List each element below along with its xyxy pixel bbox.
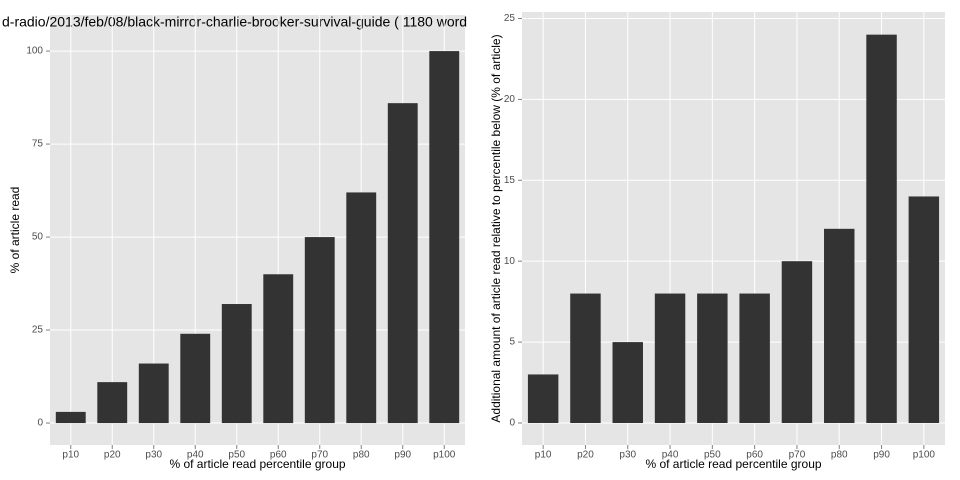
y-tick-label: 20 — [504, 94, 516, 105]
bar — [429, 51, 460, 424]
y-tick-label: 0 — [509, 418, 515, 429]
bar — [138, 363, 169, 424]
bar — [221, 304, 252, 424]
x-tick-label: p90 — [394, 450, 411, 461]
x-axis-title: % of article read percentile group — [169, 457, 345, 471]
y-tick-label: 100 — [26, 46, 43, 57]
bar — [570, 293, 601, 423]
x-tick-label: p100 — [433, 450, 456, 461]
y-tick-label: 50 — [32, 232, 44, 243]
x-tick-label: p30 — [619, 450, 636, 461]
x-tick-label: p60 — [270, 450, 287, 461]
x-tick-label: p30 — [145, 450, 162, 461]
bar — [739, 293, 770, 423]
y-axis-title: Additional amount of article read relati… — [489, 34, 503, 422]
bar — [654, 293, 686, 423]
y-tick-label: 5 — [509, 337, 515, 348]
y-tick-label: 10 — [504, 256, 516, 267]
bar — [824, 228, 855, 423]
y-tick-label: 25 — [32, 325, 44, 336]
x-tick-label: p20 — [577, 450, 594, 461]
bar — [866, 34, 897, 423]
bar — [697, 293, 728, 423]
x-tick-label: p10 — [62, 450, 79, 461]
bar — [781, 261, 813, 423]
x-tick-label: p50 — [704, 450, 721, 461]
x-tick-label: p70 — [311, 450, 328, 461]
x-tick-label: p40 — [187, 450, 204, 461]
x-tick-label: p40 — [662, 450, 679, 461]
x-tick-label: p70 — [789, 450, 806, 461]
bar — [527, 374, 559, 423]
bar — [387, 103, 418, 424]
x-axis-title: % of article read percentile group — [645, 457, 821, 471]
x-tick-label: p10 — [535, 450, 552, 461]
bar — [263, 274, 294, 424]
y-axis-title: % of article read — [8, 187, 22, 274]
x-tick-label: p80 — [353, 450, 370, 461]
y-tick-label: 0 — [37, 418, 43, 429]
bar — [908, 196, 940, 423]
x-tick-label: p60 — [746, 450, 763, 461]
x-tick-label: p100 — [913, 450, 936, 461]
bar — [346, 192, 377, 424]
y-tick-label: 25 — [504, 13, 516, 24]
bar — [180, 333, 211, 424]
y-tick-label: 75 — [32, 139, 44, 150]
x-tick-label: p50 — [228, 450, 245, 461]
x-tick-label: p20 — [104, 450, 121, 461]
bar — [55, 411, 86, 424]
chart-title: d-radio/2013/feb/08/black-mirror-charlie… — [2, 14, 467, 30]
bar — [612, 342, 643, 423]
x-tick-label: p80 — [831, 450, 848, 461]
bar — [97, 382, 128, 424]
x-tick-label: p90 — [873, 450, 890, 461]
bar — [304, 237, 335, 424]
y-tick-label: 15 — [504, 175, 516, 186]
